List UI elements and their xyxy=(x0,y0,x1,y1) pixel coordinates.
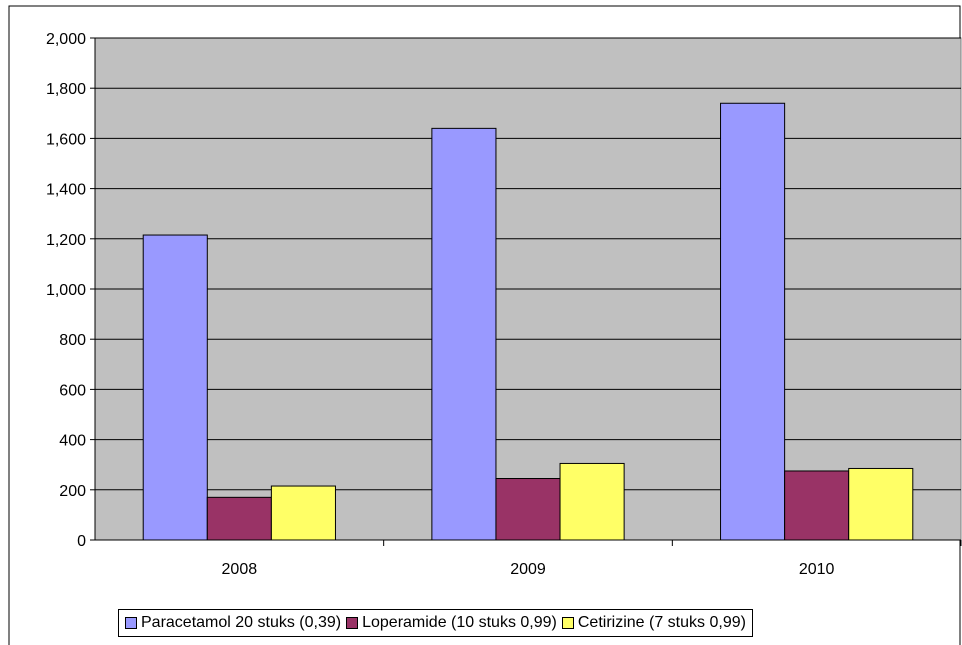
y-tick-label: 800 xyxy=(59,332,86,349)
y-tick-label: 1,400 xyxy=(46,182,86,199)
legend-swatch xyxy=(561,617,574,629)
legend-label: Loperamide (10 stuks 0,99) xyxy=(362,614,557,631)
legend-entry: Loperamide (10 stuks 0,99) xyxy=(346,614,557,632)
bar xyxy=(495,478,561,541)
bar xyxy=(720,102,786,541)
bar xyxy=(142,234,208,541)
x-tick-label: 2008 xyxy=(222,561,258,578)
gridlines xyxy=(95,37,961,491)
legend-swatch xyxy=(125,617,137,629)
bar xyxy=(559,462,625,541)
legend-swatch xyxy=(346,617,359,629)
y-tick-label: 600 xyxy=(59,382,86,399)
y-tick-label: 1,200 xyxy=(46,232,86,249)
y-tick-label: 200 xyxy=(59,483,86,500)
y-tick-label: 1,000 xyxy=(46,282,86,299)
y-tick-label: 2,000 xyxy=(46,31,86,48)
legend-label: Cetirizine (7 stuks 0,99) xyxy=(577,614,746,631)
x-tick-label: 2009 xyxy=(510,561,546,578)
x-tick-label: 2010 xyxy=(799,561,835,578)
bar xyxy=(431,127,497,541)
bars xyxy=(142,102,914,541)
y-tick-label: 1,800 xyxy=(46,81,86,98)
y-tick-label: 400 xyxy=(59,433,86,450)
x-tick-labels: 2008 2009 2010 xyxy=(222,561,835,578)
y-tick-label: 1,600 xyxy=(46,131,86,148)
legend-entry: Paracetamol 20 stuks (0,39) xyxy=(125,614,341,632)
legend-label: Paracetamol 20 stuks (0,39) xyxy=(141,614,342,631)
y-tick-label: 0 xyxy=(77,533,86,550)
bar xyxy=(784,470,850,541)
legend-entry: Cetirizine (7 stuks 0,99) xyxy=(561,614,746,632)
bar xyxy=(270,485,336,541)
legend: Paracetamol 20 stuks (0,39) Loperamide (1… xyxy=(118,609,753,637)
y-tick-labels: 0 200 400 600 800 1,000 1,200 1,400 1,600 1,800 2,… xyxy=(46,31,86,550)
bar xyxy=(848,467,914,541)
axes xyxy=(90,37,962,546)
bar xyxy=(206,496,272,541)
